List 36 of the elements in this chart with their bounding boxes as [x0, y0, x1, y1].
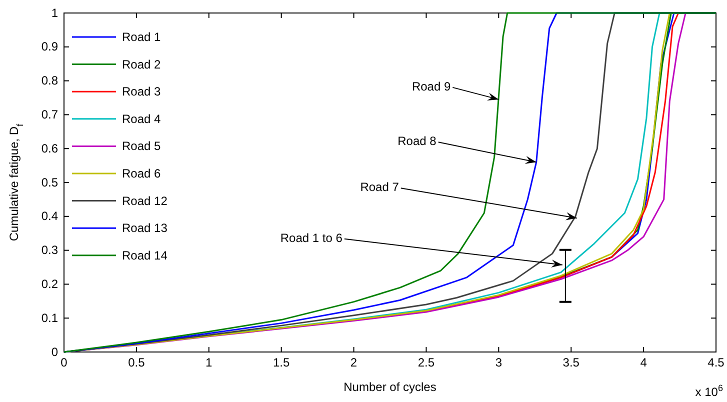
x-tick-label: 0.5: [128, 356, 146, 370]
y-tick-label: 0.4: [41, 209, 58, 224]
x-tick-label: 3.5: [562, 356, 580, 370]
x-tick-label: 1.5: [272, 356, 290, 370]
x-tick-label: 0: [60, 356, 68, 370]
annotation: Road 9: [412, 80, 451, 94]
legend-label: Road 14: [122, 248, 168, 262]
y-tick-label: 0.8: [41, 74, 58, 88]
y-tick-label: 0: [51, 344, 58, 359]
y-tick-label: 0.1: [41, 310, 58, 325]
legend-label: Road 4: [122, 112, 162, 126]
annotation: Road 8: [398, 134, 437, 148]
x-tick-label: 1: [206, 356, 213, 370]
y-tick-label: 0.3: [41, 243, 58, 258]
y-tick-label: 0.9: [41, 40, 58, 54]
legend-label: Road 3: [122, 84, 162, 99]
x-axis-title: Number of cycles: [344, 380, 436, 394]
text: x 10$^{6}$: [695, 383, 723, 399]
x-tick-label: 4.5: [708, 356, 725, 370]
legend-label: Road 5: [122, 139, 162, 154]
legend-label: Road 13: [122, 221, 168, 236]
legend-label: Road 1: [122, 30, 162, 44]
y-tick-label: 0.5: [41, 175, 58, 190]
x-tick-label: 4: [640, 356, 648, 370]
y-tick-label: 0.6: [41, 141, 58, 156]
legend-label: Road 12: [122, 194, 168, 208]
y-tick-label: 1: [51, 6, 58, 20]
y-tick-label: 0.7: [41, 108, 58, 122]
annotation: Road 1 to 6: [280, 231, 343, 246]
x-tick-label: 2.5: [418, 356, 435, 370]
y-tick-label: 0.2: [41, 277, 58, 292]
x-tick-label: 2: [350, 356, 358, 370]
x-tick-label: 3: [495, 356, 502, 370]
legend-label: Road 2: [122, 57, 162, 72]
legend-label: Road 6: [122, 166, 162, 180]
annotation: Road 7: [360, 180, 400, 194]
